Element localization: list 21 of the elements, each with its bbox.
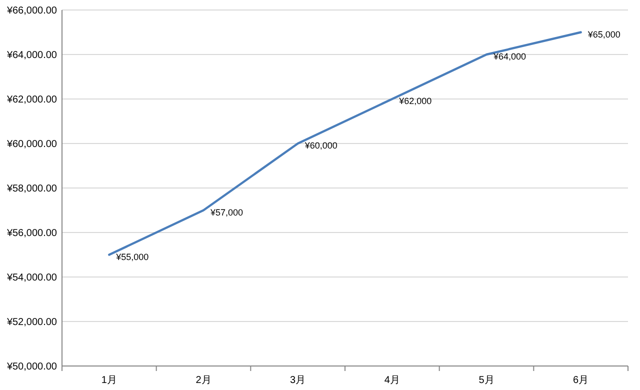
data-label: ¥55,000 bbox=[115, 252, 149, 262]
y-tick-label: ¥50,000.00 bbox=[6, 362, 58, 372]
y-tick-label: ¥58,000.00 bbox=[6, 184, 58, 194]
x-tick-label: 6月 bbox=[573, 375, 589, 386]
y-tick-label: ¥62,000.00 bbox=[6, 94, 58, 106]
x-tick-label: 2月 bbox=[196, 375, 212, 386]
y-tick-label: ¥64,000.00 bbox=[6, 50, 58, 61]
x-tick-label: 3月 bbox=[290, 375, 306, 386]
y-tick-label: ¥60,000.00 bbox=[6, 139, 58, 150]
data-label: ¥64,000 bbox=[492, 52, 526, 62]
x-tick-label: 1月 bbox=[101, 375, 117, 386]
data-label: ¥57,000 bbox=[210, 207, 244, 218]
data-label: ¥62,000 bbox=[398, 96, 432, 106]
x-tick-label: 4月 bbox=[384, 375, 400, 386]
y-tick-label: ¥54,000.00 bbox=[6, 272, 58, 284]
data-label: ¥60,000 bbox=[304, 140, 338, 150]
x-tick-label: 5月 bbox=[478, 375, 494, 386]
y-tick-label: ¥52,000.00 bbox=[6, 317, 58, 328]
data-label: ¥65,000 bbox=[586, 29, 620, 40]
y-tick-label: ¥56,000.00 bbox=[6, 228, 58, 239]
y-tick-label: ¥66,000.00 bbox=[6, 6, 58, 16]
